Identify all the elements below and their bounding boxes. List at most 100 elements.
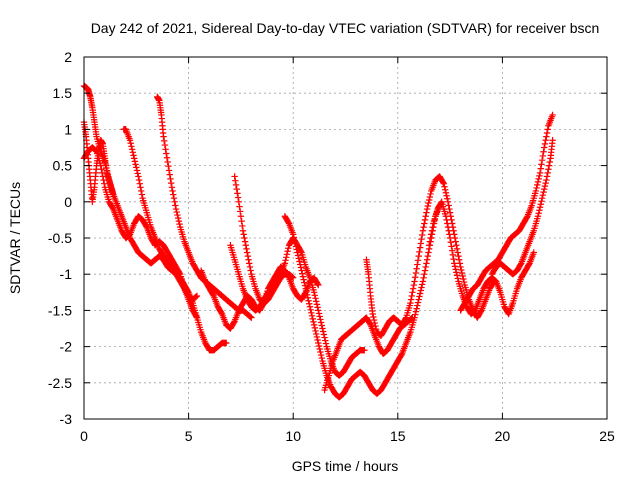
plus-marker — [420, 274, 427, 282]
plus-marker — [137, 187, 145, 195]
plus-marker — [100, 176, 107, 184]
plus-marker — [167, 179, 175, 187]
plus-marker — [315, 307, 322, 314]
plus-marker — [439, 179, 447, 186]
plus-marker — [98, 166, 105, 173]
plus-marker — [209, 291, 217, 298]
plus-marker — [133, 167, 141, 174]
series-arc-2 — [80, 118, 117, 205]
plus-marker — [313, 333, 321, 341]
plus-marker — [281, 260, 289, 267]
plus-marker — [370, 313, 377, 321]
plus-marker — [192, 293, 199, 301]
plus-marker — [545, 162, 553, 169]
plus-marker — [443, 216, 450, 224]
plus-marker — [237, 208, 244, 215]
plus-marker — [541, 182, 549, 190]
plus-marker — [414, 299, 422, 306]
plus-marker — [408, 292, 415, 300]
y-tick-label: -1.5 — [48, 302, 72, 318]
y-tick-label: -1 — [60, 266, 73, 282]
data-marks — [80, 82, 556, 401]
plus-marker — [315, 342, 323, 350]
plus-marker — [315, 281, 322, 289]
plus-marker — [534, 181, 541, 189]
plus-marker — [458, 269, 466, 277]
plus-marker — [166, 171, 173, 178]
plus-marker — [414, 257, 422, 264]
plus-marker — [446, 205, 453, 213]
plus-marker — [169, 187, 176, 195]
plus-marker — [305, 297, 312, 304]
plus-marker — [310, 289, 318, 296]
plus-marker — [242, 242, 249, 249]
plus-marker — [235, 198, 243, 205]
x-tick-label: 0 — [80, 428, 88, 444]
plus-marker — [304, 294, 312, 301]
plus-marker — [247, 267, 254, 274]
plus-marker — [193, 314, 201, 321]
plus-marker — [293, 246, 300, 253]
plus-marker — [322, 340, 330, 347]
plus-marker — [163, 150, 170, 157]
plus-marker — [453, 242, 460, 249]
series-arc-7 — [227, 234, 368, 379]
plus-marker — [312, 295, 319, 302]
plus-marker — [313, 330, 320, 338]
plus-marker — [536, 172, 543, 180]
axis-ticks: 0 5 10 15 20 25 -3 -2.5 -2 -1.5 -1 -0.5 0 0.5 1 1.5 2 — [48, 49, 615, 444]
series-arc-1 — [80, 82, 230, 354]
plus-marker — [443, 192, 450, 199]
plus-marker — [539, 191, 547, 199]
plus-marker — [453, 272, 461, 279]
plus-marker — [549, 111, 556, 119]
plus-marker — [101, 180, 108, 187]
plus-marker — [536, 169, 544, 177]
plus-marker — [310, 318, 317, 326]
plus-marker — [538, 161, 545, 168]
plus-marker — [415, 296, 422, 303]
plus-marker — [456, 260, 464, 267]
plus-marker — [412, 274, 419, 281]
plus-marker — [239, 227, 247, 234]
plus-marker — [317, 351, 325, 359]
plus-marker — [451, 260, 458, 267]
plus-marker — [454, 249, 461, 256]
plus-marker — [458, 266, 465, 274]
plus-marker — [447, 239, 454, 246]
plus-marker — [233, 185, 240, 193]
plus-marker — [290, 231, 297, 238]
plus-marker — [372, 322, 379, 330]
plus-marker — [135, 176, 143, 184]
plus-marker — [301, 282, 309, 289]
plus-marker — [410, 281, 418, 289]
plus-marker — [452, 238, 459, 245]
plus-marker — [408, 315, 415, 322]
plus-marker — [296, 258, 303, 265]
plus-marker — [298, 267, 305, 274]
plus-marker — [425, 242, 433, 249]
plus-marker — [423, 260, 430, 267]
plus-marker — [415, 252, 422, 260]
plus-marker — [366, 320, 374, 327]
plus-marker — [450, 255, 457, 263]
plus-marker — [174, 211, 181, 219]
plus-marker — [299, 270, 306, 277]
plus-marker — [133, 164, 140, 171]
plus-marker — [297, 248, 305, 255]
plus-marker — [309, 315, 316, 323]
plus-marker — [442, 213, 450, 220]
series-arc-14 — [488, 137, 556, 278]
plus-marker — [296, 261, 304, 268]
plus-marker — [425, 196, 433, 204]
plus-marker — [168, 184, 176, 191]
plus-marker — [541, 144, 548, 151]
plus-marker — [307, 306, 314, 313]
plus-marker — [320, 331, 328, 338]
plus-marker — [444, 198, 452, 205]
plus-marker — [172, 205, 180, 213]
plus-marker — [545, 166, 552, 173]
plus-marker — [97, 162, 104, 169]
plus-marker — [299, 273, 307, 280]
